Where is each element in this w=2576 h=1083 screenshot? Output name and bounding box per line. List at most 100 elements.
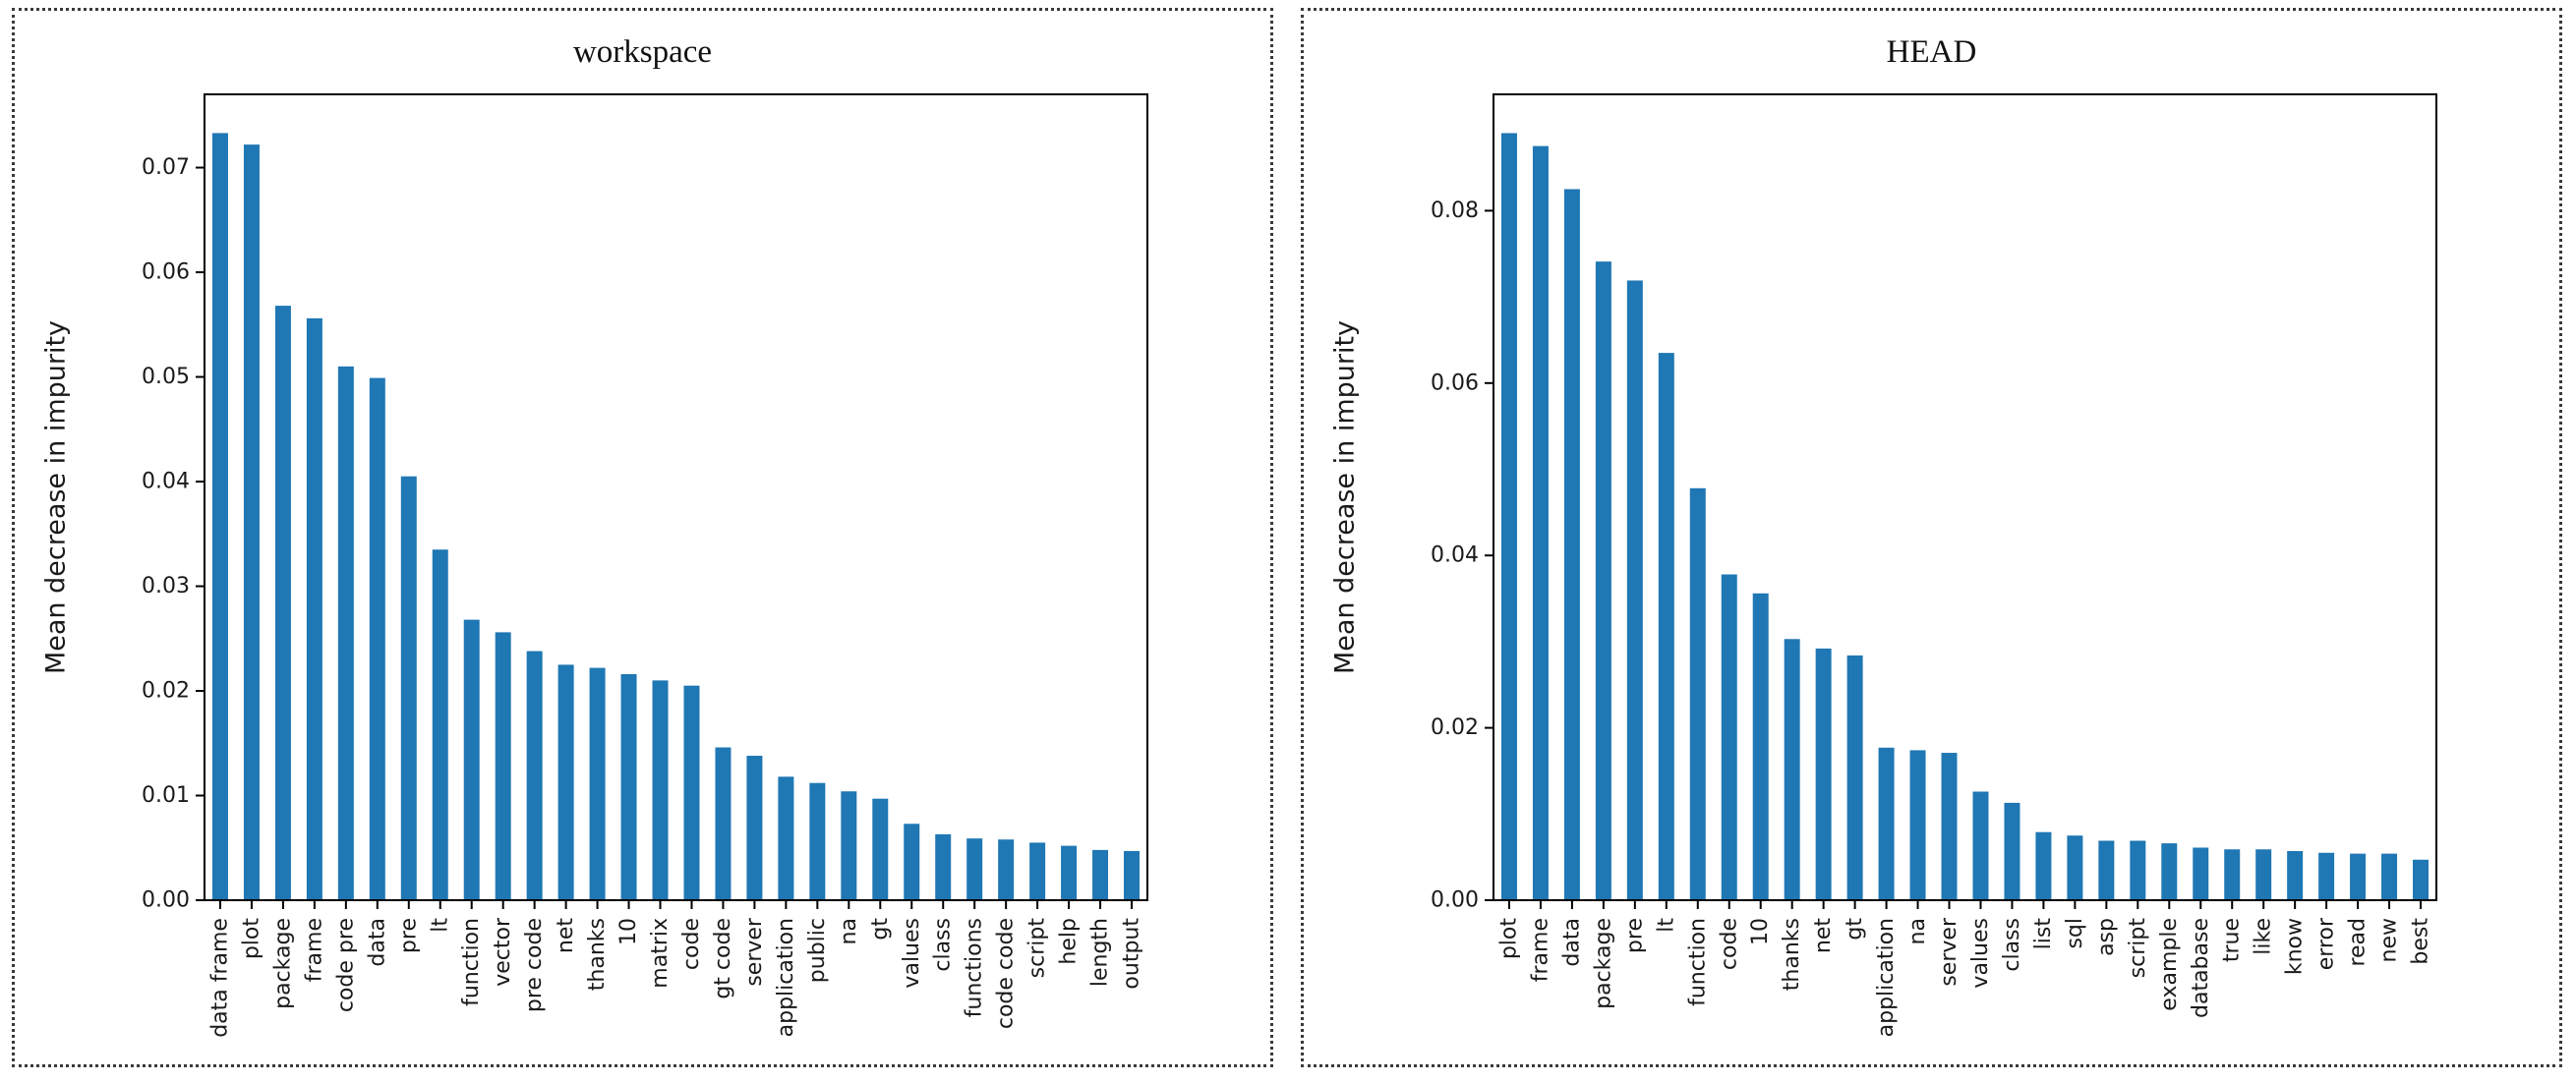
bar: [1563, 189, 1580, 900]
bar: [652, 680, 669, 900]
bar: [2350, 853, 2367, 900]
bar: [274, 306, 291, 900]
bar: [211, 133, 228, 900]
bar: [1532, 145, 1549, 901]
x-tick-label: error: [2314, 917, 2339, 970]
bar: [2255, 849, 2272, 900]
x-tick-label: sql: [2063, 918, 2087, 949]
bar: [1061, 845, 1078, 900]
bar: [2067, 835, 2083, 900]
y-tick-label: 0.01: [142, 783, 190, 808]
x-tick-label: na: [1905, 918, 1930, 944]
bar-chart-head: 0.00 0.02 0.04 0.06 0.08 plot frame data package…: [1330, 93, 2437, 1037]
x-tick-label: pre code: [522, 918, 547, 1012]
x-tick-label: best: [2409, 918, 2433, 965]
y-tick-label: 0.02: [1431, 715, 1479, 740]
bar: [904, 824, 920, 900]
bar: [2318, 852, 2335, 900]
bar: [841, 791, 857, 900]
bar: [400, 476, 417, 900]
x-tick-label: true: [2220, 918, 2245, 962]
x-tick-label: like: [2252, 918, 2276, 955]
bar: [1815, 648, 1832, 900]
figure-workspace: workspace 0.00 0.01 0.02 0.03 0.04 0.05 0.06 0.…: [12, 8, 1273, 1067]
x-tick-label: plot: [239, 918, 263, 960]
bar: [369, 377, 385, 900]
bar: [1092, 849, 1109, 900]
x-tick-label: matrix: [648, 918, 673, 989]
y-tick-label: 0.04: [142, 470, 190, 494]
y-tick-label: 0.00: [142, 888, 190, 913]
x-tick-label: data: [365, 918, 389, 967]
bar: [526, 651, 543, 900]
x-tick-label: package: [270, 918, 295, 1009]
bar: [778, 776, 794, 900]
plot-border: [204, 93, 1148, 901]
x-tick-label: frame: [302, 918, 326, 982]
y-tick-label: 0.03: [142, 574, 190, 598]
x-tick-label: values: [1968, 918, 1993, 989]
bar: [1721, 574, 1737, 900]
bar: [2287, 851, 2304, 900]
bar: [2224, 849, 2241, 900]
x-tick-label: net: [554, 918, 578, 953]
bar: [2161, 843, 2178, 900]
bar: [1626, 280, 1643, 900]
bar: [966, 838, 983, 900]
y-axis-label: Mean decrease in impurity: [41, 320, 72, 674]
bar: [432, 549, 448, 900]
y-axis-label: Mean decrease in impurity: [1330, 320, 1361, 674]
x-tick-label: script: [1025, 918, 1050, 979]
x-tick-label: 10: [1748, 918, 1773, 945]
plot-border: [1493, 93, 2437, 901]
bar: [683, 685, 700, 900]
y-tick-label: 0.06: [142, 260, 190, 285]
bar: [337, 366, 354, 900]
bar: [715, 747, 732, 900]
bar: [746, 756, 763, 900]
x-tick-label: frame: [1528, 918, 1552, 982]
x-tick-label: function: [459, 918, 484, 1006]
x-tick-label: code: [1717, 918, 1741, 970]
x-tick-label: class: [2000, 918, 2024, 972]
x-tick-label: code code: [994, 918, 1019, 1029]
bar: [1941, 753, 1958, 900]
bar: [463, 619, 480, 900]
bar: [1909, 750, 1926, 900]
bar: [2035, 831, 2052, 900]
x-tick-label: application: [1874, 918, 1899, 1037]
bar: [557, 664, 574, 900]
x-tick-label: lt: [1654, 918, 1678, 933]
bar: [1784, 639, 1800, 900]
bar: [809, 782, 826, 900]
bar: [1029, 842, 1046, 900]
x-tick-label: 10: [616, 918, 641, 945]
bar: [998, 839, 1015, 900]
x-tick-label: data: [1559, 918, 1584, 967]
bar: [495, 632, 511, 900]
chart-title-workspace: workspace: [572, 34, 713, 70]
x-tick-label: gt code: [711, 918, 735, 999]
bar: [1846, 655, 1863, 900]
bar: [589, 667, 606, 900]
x-tick-label: function: [1685, 918, 1710, 1006]
x-tick-label: net: [1811, 918, 1836, 953]
x-tick-label: script: [2126, 918, 2150, 979]
bar: [243, 144, 260, 900]
bar: [2130, 840, 2146, 900]
x-tick-label: read: [2346, 918, 2371, 967]
figure-head: HEAD 0.00 0.02 0.04 0.06 0.08 plot frame data pa…: [1301, 8, 2562, 1067]
x-tick-label: thanks: [585, 918, 610, 991]
x-tick-label: example: [2157, 918, 2182, 1011]
x-tick-label: server: [1937, 917, 1961, 987]
y-tick-label: 0.00: [1431, 888, 1479, 913]
bar: [1752, 593, 1769, 900]
x-tick-label: application: [774, 918, 798, 1037]
x-tick-label: class: [931, 918, 956, 972]
bar: [1689, 487, 1706, 900]
bar: [1500, 133, 1517, 901]
bar-chart-workspace: 0.00 0.01 0.02 0.03 0.04 0.05 0.06 0.07 data fra…: [41, 93, 1148, 1038]
bar: [1595, 261, 1611, 900]
x-tick-label: values: [900, 918, 924, 989]
